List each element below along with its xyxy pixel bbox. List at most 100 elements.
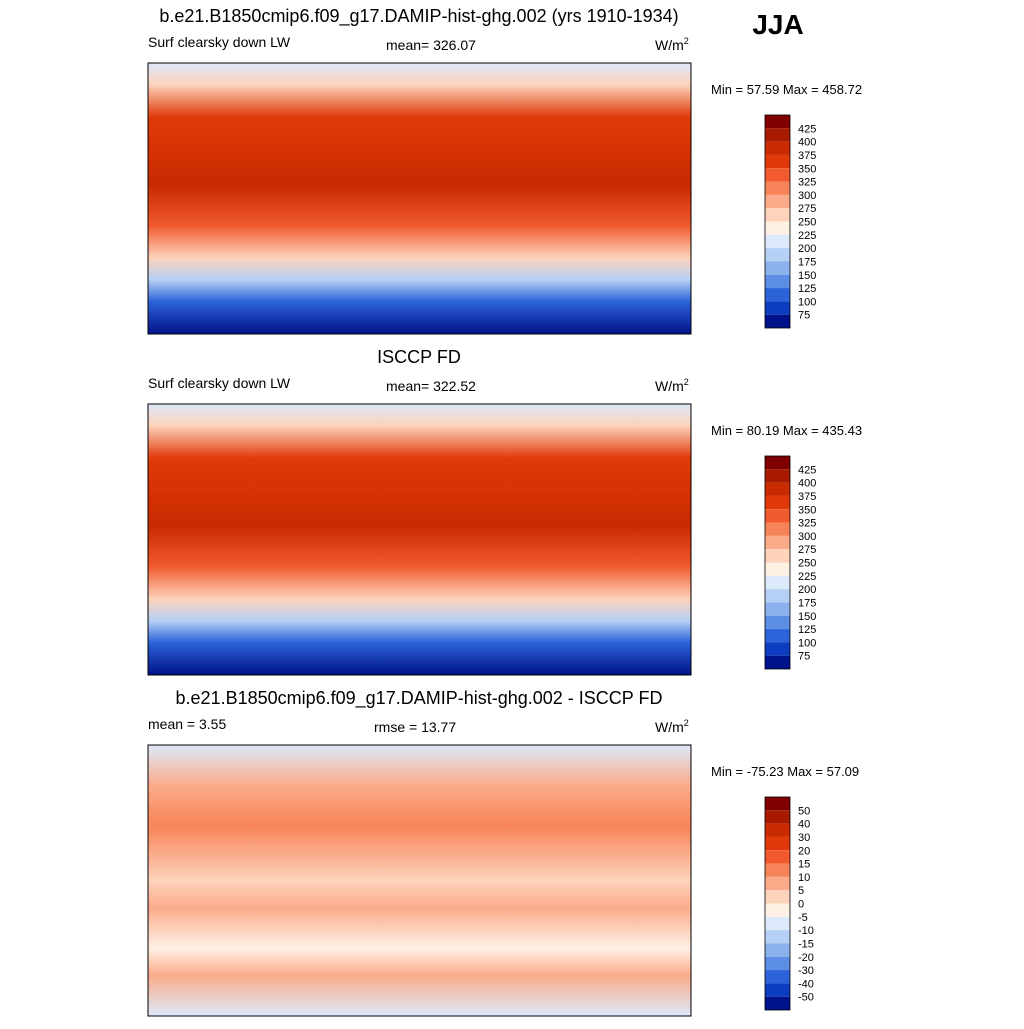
map xyxy=(147,403,692,676)
colorbar-label: 425 xyxy=(798,464,816,476)
units: W/m2 xyxy=(655,718,689,735)
color-swatch xyxy=(765,482,790,496)
color-swatch xyxy=(765,221,790,235)
colorbar-label: 50 xyxy=(798,805,810,817)
colorbar-label: 10 xyxy=(798,872,810,884)
color-swatch xyxy=(765,301,790,315)
map xyxy=(147,744,692,1017)
colorbar-label: 200 xyxy=(798,584,816,596)
color-swatch xyxy=(765,141,790,155)
color-swatch xyxy=(765,261,790,275)
season-label: JJA xyxy=(752,9,803,40)
color-swatch xyxy=(765,602,790,616)
color-swatch xyxy=(765,154,790,169)
colorbar-label: 350 xyxy=(798,504,816,516)
color-swatch xyxy=(765,208,790,222)
colorbar-label: 15 xyxy=(798,859,810,871)
units: W/m2 xyxy=(655,377,689,394)
color-swatch xyxy=(765,970,790,984)
color-swatch xyxy=(765,288,790,302)
colorbar-label: -50 xyxy=(798,992,814,1004)
color-swatch xyxy=(765,916,790,931)
color-swatch xyxy=(765,930,790,944)
left-label: Surf clearsky down LW xyxy=(148,375,291,391)
colorbar-label: 225 xyxy=(798,571,816,583)
colorbar-label: 100 xyxy=(798,296,816,308)
colorbar-label: 300 xyxy=(798,531,816,543)
color-swatch xyxy=(765,890,790,904)
color-swatch xyxy=(765,168,790,182)
colorbar-label: 175 xyxy=(798,597,816,609)
color-swatch xyxy=(765,575,790,590)
color-swatch xyxy=(765,797,790,811)
colorbar-label: 400 xyxy=(798,137,816,149)
colorbar-label: 325 xyxy=(798,177,816,189)
colorbar-label: 5 xyxy=(798,885,804,897)
center-label: rmse = 13.77 xyxy=(374,719,456,735)
center-label: mean= 326.07 xyxy=(386,37,476,53)
colorbar-label: -20 xyxy=(798,952,814,964)
colorbar-label: 275 xyxy=(798,544,816,556)
color-swatch xyxy=(765,456,790,470)
colorbar-label: 325 xyxy=(798,518,816,530)
color-swatch xyxy=(765,194,790,209)
color-swatch xyxy=(765,943,790,957)
colorbar-label: 200 xyxy=(798,243,816,255)
colorbar-label: 0 xyxy=(798,899,804,911)
colorbar-label: 150 xyxy=(798,611,816,623)
colorbar-label: -10 xyxy=(798,925,814,937)
color-swatch xyxy=(765,876,790,891)
colorbar-label: 275 xyxy=(798,203,816,215)
colorbar-label: -40 xyxy=(798,978,814,990)
color-swatch xyxy=(765,495,790,510)
colorbar-label: 375 xyxy=(798,150,816,162)
colorbar-label: 375 xyxy=(798,491,816,503)
colorbar-label: 250 xyxy=(798,217,816,229)
colorbar-label: -30 xyxy=(798,965,814,977)
colorbar-label: 100 xyxy=(798,637,816,649)
colorbar-label: 30 xyxy=(798,832,810,844)
colorbar-frame xyxy=(764,455,791,670)
color-swatch xyxy=(765,181,790,195)
colorbar-label: 75 xyxy=(798,651,810,663)
colorbar-frame xyxy=(764,114,791,329)
color-swatch xyxy=(765,234,790,249)
color-swatch xyxy=(765,274,790,289)
colorbar-label: 300 xyxy=(798,190,816,202)
color-swatch xyxy=(765,535,790,550)
colorbar-label: 20 xyxy=(798,845,810,857)
colorbar-label: 225 xyxy=(798,230,816,242)
colorbar-label: -5 xyxy=(798,912,808,924)
colorbar-label: -15 xyxy=(798,938,814,950)
color-swatch xyxy=(765,810,790,824)
color-swatch xyxy=(765,836,790,851)
colorbar-label: 75 xyxy=(798,310,810,322)
min-max: Min = 57.59 Max = 458.72 xyxy=(711,82,862,97)
color-swatch xyxy=(765,996,790,1010)
center-label: mean= 322.52 xyxy=(386,378,476,394)
units-superscript: 2 xyxy=(684,377,689,387)
color-swatch xyxy=(765,823,790,837)
color-swatch xyxy=(765,850,790,864)
left-label: Surf clearsky down LW xyxy=(148,34,291,50)
color-swatch xyxy=(765,903,790,917)
color-swatch xyxy=(765,248,790,262)
color-swatch xyxy=(765,469,790,483)
color-swatch xyxy=(765,863,790,877)
colorbar-frame xyxy=(764,796,791,1011)
color-swatch xyxy=(765,314,790,328)
panel-title: b.e21.B1850cmip6.f09_g17.DAMIP-hist-ghg.… xyxy=(176,688,663,709)
color-swatch xyxy=(765,629,790,643)
color-swatch xyxy=(765,655,790,669)
color-swatch xyxy=(765,642,790,656)
colorbar-label: 125 xyxy=(798,283,816,295)
color-swatch xyxy=(765,115,790,129)
colorbar-label: 175 xyxy=(798,256,816,268)
color-swatch xyxy=(765,562,790,576)
colorbar-label: 400 xyxy=(798,478,816,490)
colorbar-label: 425 xyxy=(798,123,816,135)
colorbar-label: 250 xyxy=(798,558,816,570)
color-swatch xyxy=(765,549,790,563)
